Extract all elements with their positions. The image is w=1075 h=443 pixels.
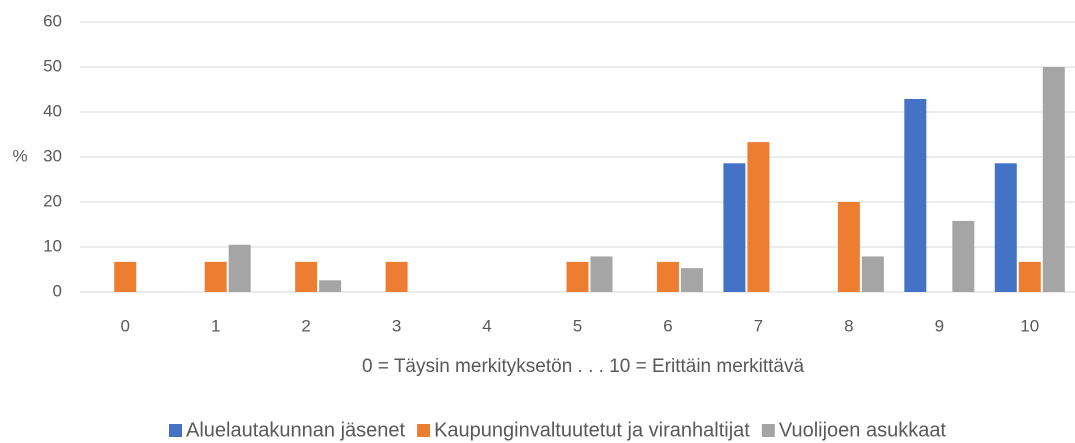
y-tick-label: 50	[43, 56, 62, 75]
bar	[204, 261, 227, 292]
x-tick-label: 7	[754, 316, 763, 335]
bar	[228, 244, 251, 292]
x-tick-label: 2	[301, 316, 310, 335]
x-tick-label: 4	[482, 316, 491, 335]
x-tick-label: 0	[120, 316, 129, 335]
x-tick-label: 10	[1020, 316, 1039, 335]
legend-label: Vuolijoen asukkaat	[779, 419, 947, 441]
legend-swatch	[417, 424, 431, 437]
y-tick-label: 40	[43, 101, 62, 120]
y-tick-label: 10	[43, 236, 62, 255]
x-tick-label: 1	[211, 316, 220, 335]
y-tick-label: 0	[53, 281, 62, 300]
x-tick-label: 8	[844, 316, 853, 335]
bar	[994, 163, 1017, 292]
bar	[1018, 261, 1041, 292]
bar	[656, 261, 679, 292]
bar	[590, 256, 613, 292]
y-axis-title: %	[12, 146, 27, 165]
bar	[723, 163, 746, 292]
bar	[952, 220, 975, 292]
bar	[747, 142, 770, 292]
bar	[385, 261, 408, 292]
bar	[566, 261, 589, 292]
legend-swatch	[169, 424, 182, 437]
y-tick-label: 20	[43, 191, 62, 210]
x-tick-label: 9	[935, 316, 944, 335]
x-tick-label: 3	[392, 316, 401, 335]
legend-swatch	[761, 424, 775, 437]
y-tick-label: 60	[43, 11, 62, 30]
x-axis-title: 0 = Täysin merkityksetön . . . 10 = Erit…	[362, 356, 805, 377]
x-tick-label: 5	[573, 316, 582, 335]
bar	[837, 202, 860, 292]
bar	[680, 268, 703, 292]
legend-label: Kaupunginvaltuutetut ja viranhaltijat	[434, 419, 750, 441]
bar	[295, 261, 318, 292]
y-tick-label: 30	[43, 146, 62, 165]
bar	[861, 256, 884, 292]
x-tick-label: 6	[663, 316, 672, 335]
bar	[114, 261, 137, 292]
bar	[319, 280, 342, 292]
bar	[904, 98, 927, 292]
legend-label: Aluelautakunnan jäsenet	[186, 419, 406, 441]
bar	[1042, 67, 1065, 292]
